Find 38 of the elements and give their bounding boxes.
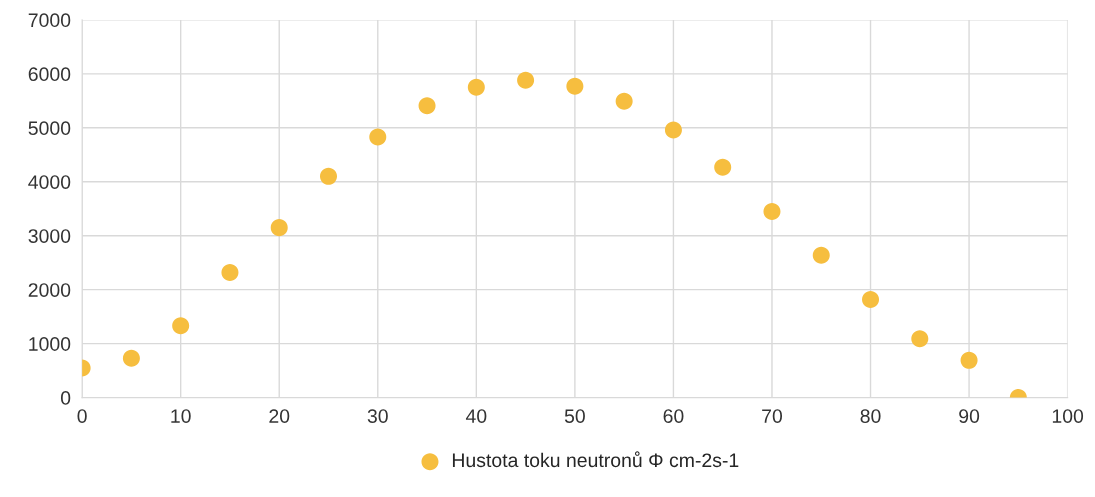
- y-tick-label: 5000: [28, 121, 71, 136]
- x-tick-label: 30: [367, 409, 388, 423]
- point: [960, 351, 978, 369]
- point: [172, 317, 190, 335]
- y-tick-label: 3000: [28, 229, 71, 243]
- x-tick-label: 20: [269, 409, 290, 423]
- point: [664, 121, 682, 139]
- point: [615, 92, 633, 110]
- point: [369, 128, 387, 146]
- y-tick-label: 4000: [28, 175, 71, 189]
- point: [812, 246, 830, 264]
- point: [763, 202, 781, 220]
- x-tick-label: 70: [762, 409, 783, 423]
- y-tick-label: 2000: [28, 283, 71, 297]
- x-tick-label: 60: [663, 409, 684, 423]
- point: [566, 77, 584, 95]
- point: [221, 263, 239, 281]
- point: [319, 167, 338, 185]
- x-tick-label: 80: [860, 409, 881, 423]
- x-tick-label: 90: [959, 409, 980, 423]
- point: [862, 290, 880, 308]
- x-tick-label: 40: [465, 409, 487, 423]
- x-tick-label: 50: [564, 409, 585, 423]
- point: [714, 158, 732, 176]
- point: [517, 71, 535, 89]
- point: [467, 78, 485, 96]
- point: [122, 349, 140, 367]
- x-tick-label: 0: [77, 409, 87, 423]
- point: [418, 97, 436, 115]
- y-tick-label: 0: [60, 391, 71, 405]
- point: [911, 330, 929, 348]
- y-tick-label: 1000: [29, 337, 71, 351]
- y-tick-label: 7000: [28, 13, 71, 28]
- point: [270, 219, 288, 237]
- x-tick-label: 100: [1052, 409, 1084, 423]
- y-tick-label: 6000: [28, 67, 71, 82]
- legend-label: Hustota toku neutronů Φ cm-2s-1: [452, 451, 739, 468]
- x-tick-label: 10: [171, 409, 191, 423]
